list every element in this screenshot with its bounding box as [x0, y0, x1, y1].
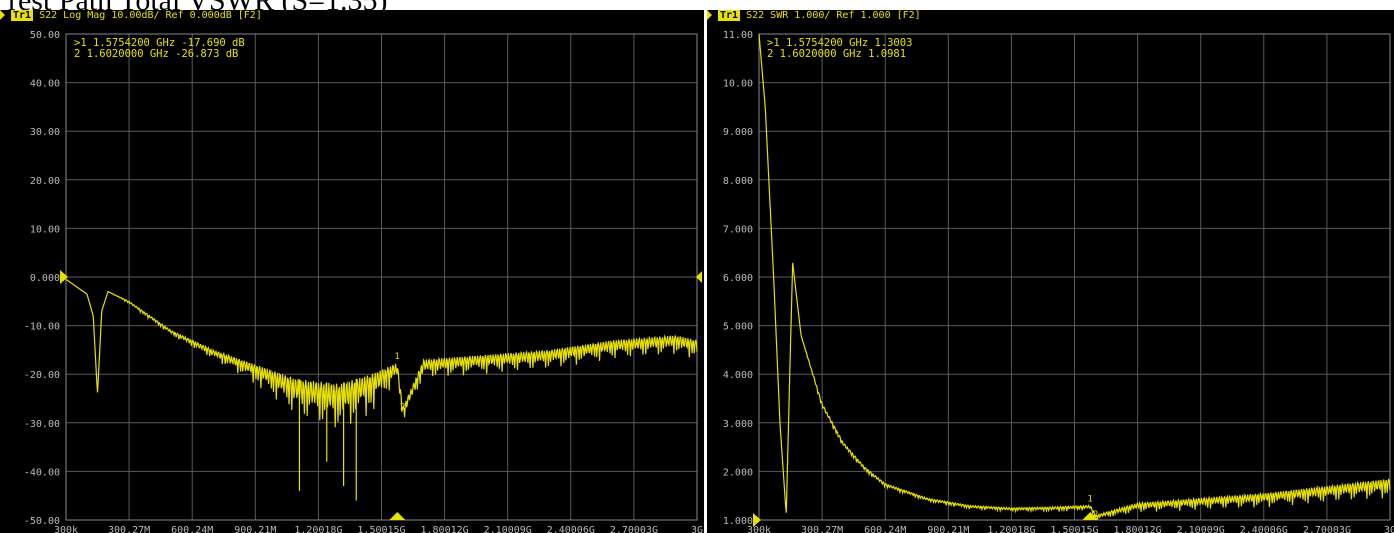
- y-tick-label: 10.00: [30, 224, 60, 235]
- x-tick-label: 1.50015G: [357, 525, 405, 533]
- y-tick-label: 7.000: [723, 224, 753, 235]
- x-tick-label: 3G: [1384, 525, 1394, 533]
- y-tick-label: 1.000: [723, 516, 753, 527]
- x-tick-label: 1.80012G: [421, 525, 469, 533]
- x-tick-label: 300.27M: [108, 525, 150, 533]
- y-tick-label: 50.00: [30, 30, 60, 41]
- x-tick-label: 2.40006G: [547, 525, 595, 533]
- y-tick-label: -30.00: [24, 419, 60, 430]
- x-tick-label: 600.24M: [171, 525, 213, 533]
- chart-header: Tr1 S22 SWR 1.000/ Ref 1.000 [F2]: [707, 10, 921, 22]
- trace-format: S22 Log Mag 10.00dB/ Ref 0.000dB [F2]: [39, 10, 262, 21]
- reference-left-icon: [60, 270, 68, 284]
- y-tick-label: -20.00: [24, 370, 60, 381]
- x-tick-label: 2.70003G: [610, 525, 658, 533]
- x-tick-label: 300k: [54, 525, 78, 533]
- marker-label: 1: [394, 352, 399, 362]
- y-tick-label: 5.000: [723, 322, 753, 333]
- trace-format: S22 SWR 1.000/ Ref 1.000 [F2]: [746, 10, 921, 21]
- marker-stimulus-icon: [389, 512, 406, 520]
- x-tick-label: 300.27M: [801, 525, 843, 533]
- trace-arrow-icon: [707, 10, 712, 20]
- marker-label: 2: [1093, 510, 1098, 520]
- chart-header: Tr1 S22 Log Mag 10.00dB/ Ref 0.000dB [F2…: [0, 10, 262, 22]
- y-tick-label: 9.000: [723, 127, 753, 138]
- log-mag-chart: Tr1 S22 Log Mag 10.00dB/ Ref 0.000dB [F2…: [0, 10, 704, 533]
- swr-chart: Tr1 S22 SWR 1.000/ Ref 1.000 [F2] 11.00 1…: [707, 10, 1394, 533]
- reference-right-icon: [696, 271, 702, 283]
- swr-plot: 11.00 10.00 9.000 8.000 7.000 6.000 5.000 4.000…: [723, 30, 1394, 533]
- x-tick-label: 1.50015G: [1050, 525, 1098, 533]
- marker-readout: 2 1.6020000 GHz 1.0981: [767, 48, 906, 60]
- x-tick-label: 300k: [747, 525, 771, 533]
- trace-line: [758, 33, 1391, 520]
- y-tick-label: -50.00: [24, 516, 60, 527]
- reference-left-icon: [753, 513, 761, 527]
- y-tick-label: 3.000: [723, 419, 753, 430]
- x-tick-label: 900.21M: [234, 525, 276, 533]
- y-tick-label: 11.00: [723, 30, 753, 41]
- marker-readout: >1 1.5754200 GHz -17.690 dB: [74, 37, 245, 49]
- y-tick-label: 4.000: [723, 370, 753, 381]
- x-tick-label: 1.80012G: [1114, 525, 1162, 533]
- marker-stimulus-icon: [1082, 512, 1099, 520]
- marker-label: 2: [400, 403, 405, 413]
- x-tick-label: 2.10009G: [484, 525, 532, 533]
- trace-arrow-icon: [0, 10, 5, 20]
- x-tick-label: 2.70003G: [1303, 525, 1351, 533]
- y-tick-label: 6.000: [723, 273, 753, 284]
- x-tick-label: 600.24M: [864, 525, 906, 533]
- x-tick-label: 900.21M: [927, 525, 969, 533]
- x-tick-label: 2.40006G: [1240, 525, 1288, 533]
- y-tick-label: -10.00: [24, 322, 60, 333]
- y-tick-label: 0.000: [30, 273, 60, 284]
- marker-readout: >1 1.5754200 GHz 1.3003: [767, 37, 912, 49]
- trace-line: [65, 278, 698, 428]
- log-mag-plot: 50.00 40.00 30.00 20.00 10.00 0.000 -10.00 -20.…: [24, 30, 703, 533]
- marker-readout: 2 1.6020000 GHz -26.873 dB: [74, 48, 238, 60]
- y-tick-label: 40.00: [30, 79, 60, 90]
- y-tick-label: 20.00: [30, 176, 60, 187]
- y-tick-label: 8.000: [723, 176, 753, 187]
- plot-frame: [758, 33, 1391, 521]
- x-tick-label: 1.20018G: [294, 525, 342, 533]
- y-tick-label: -40.00: [24, 467, 60, 478]
- trace-tag[interactable]: Tr1: [718, 10, 741, 21]
- x-tick-label: 2.10009G: [1177, 525, 1225, 533]
- x-tick-label: 3G: [691, 525, 703, 533]
- y-tick-label: 30.00: [30, 127, 60, 138]
- y-tick-label: 2.000: [723, 467, 753, 478]
- marker-label: 1: [1087, 494, 1092, 504]
- y-tick-label: 10.00: [723, 79, 753, 90]
- trace-tag[interactable]: Tr1: [11, 10, 34, 21]
- x-tick-label: 1.20018G: [987, 525, 1035, 533]
